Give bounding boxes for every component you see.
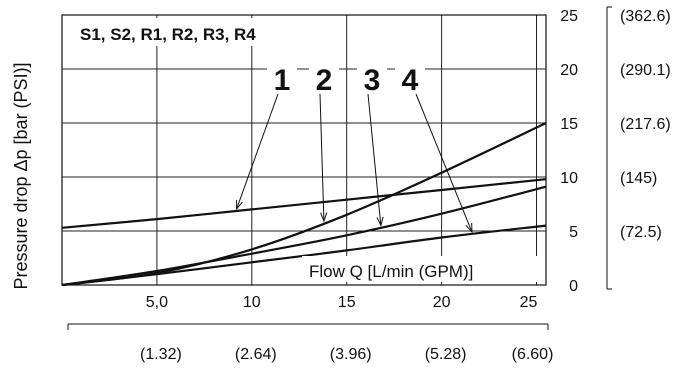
x-tick-label-25: 25	[520, 294, 538, 311]
y-tick-label-5: 5	[569, 224, 578, 241]
callout-arrow-2	[320, 212, 328, 223]
callout-backdrop-3	[357, 62, 387, 96]
callout-leader-4	[415, 93, 473, 233]
series-line-4	[61, 224, 547, 287]
y-tick-label-10: 10	[560, 170, 578, 187]
x2-tick-label-15: (3.96)	[330, 346, 372, 363]
x-tick-label-5: 5,0	[146, 294, 168, 311]
y2-tick-label-20: (290.1)	[620, 62, 671, 79]
callout-number-3: 3	[364, 64, 381, 97]
callout-number-4: 4	[402, 64, 419, 97]
y-tick-label-15: 15	[560, 116, 578, 133]
x2-tick-label-20: (5.28)	[425, 346, 467, 363]
callout-arrow-4	[465, 223, 473, 234]
x2-tick-label-10: (2.64)	[235, 346, 277, 363]
right-axis: 0 5 10 15 20 25 (72.5) (145) (217.6) (290.1) (362.…	[560, 6, 671, 295]
xlabel-backdrop	[302, 256, 542, 282]
callout-arrow-3	[376, 216, 384, 227]
y-tick-label-25: 25	[560, 8, 578, 25]
callout-backdrop-1	[267, 62, 297, 96]
y2-tick-label-25: (362.6)	[620, 8, 671, 25]
series-line-3	[61, 185, 547, 287]
x-tick-label-10: 10	[243, 294, 261, 311]
callout-backdrop-2	[309, 62, 339, 96]
x2-tick-label-25: (6.60)	[512, 346, 554, 363]
x2-tick-label-5: (1.32)	[140, 346, 182, 363]
y2-tick-label-5: (72.5)	[620, 224, 662, 241]
callout-arrow-1	[236, 199, 243, 211]
y-axis-label: Pressure drop Δp [bar (PSI)]	[11, 62, 31, 289]
bottom-axis: 5,0 10 15 20 25 (1.32) (2.64) (3.96) (5.28) (6.60…	[67, 294, 554, 363]
y2-tick-label-15: (217.6)	[620, 116, 671, 133]
header-backdrop	[75, 18, 340, 46]
grid	[62, 15, 546, 285]
y-tick-label-20: 20	[560, 62, 578, 79]
x-axis-label: Flow Q [L/min (GPM)]	[309, 262, 473, 281]
callout-leader-3	[367, 93, 382, 226]
callout-backdrop-4	[395, 62, 425, 96]
plot-frame	[61, 14, 547, 286]
x-tick-label-20: 20	[433, 294, 451, 311]
y2-tick-label-10: (145)	[620, 170, 657, 187]
chart-header: S1, S2, R1, R2, R3, R4	[80, 25, 256, 44]
callout-number-2: 2	[316, 64, 333, 97]
callout-leader-1	[236, 93, 279, 210]
y-tick-label-0: 0	[569, 278, 578, 295]
callout-leader-2	[319, 93, 325, 222]
series-group	[61, 122, 547, 287]
callout-number-1: 1	[274, 64, 291, 97]
x-tick-label-15: 15	[338, 294, 356, 311]
series-line-1	[61, 178, 547, 229]
